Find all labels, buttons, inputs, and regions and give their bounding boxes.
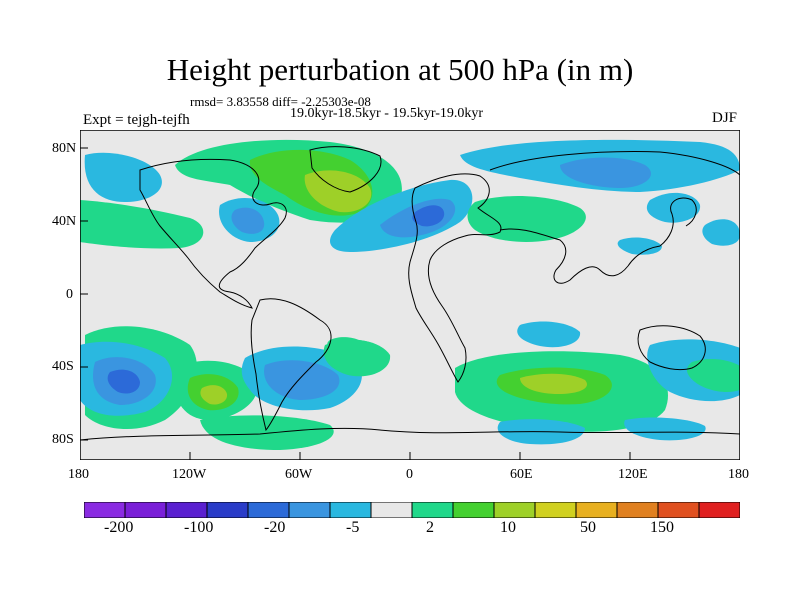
negative-anomaly-region [617,237,662,255]
x-tick-label: 60E [510,467,533,482]
chart-title: Height perturbation at 500 hPa (in m) [166,52,634,87]
negative-anomaly-region [84,152,162,202]
x-tick-label: 120W [172,467,207,482]
experiment-label: Expt = tejgh-tejfh [83,112,190,128]
positive-anomaly-region [200,415,334,450]
colorbar-label: -20 [264,519,286,536]
negative-anomaly-region [231,207,265,234]
x-tick-label: 180 [68,467,89,482]
coastline-south-america [250,298,332,432]
coastline-greenland [309,146,382,193]
colorbar-label: 50 [580,519,596,536]
colorbar-swatch [165,501,208,519]
colorbar-swatch [370,501,413,519]
negative-anomaly-region [107,369,140,394]
negative-anomaly-region [264,360,340,400]
colorbar-swatch [657,501,700,519]
positive-anomaly-region [80,200,204,249]
x-tick-label: 0 [406,467,413,482]
colorbar-swatch [206,501,249,519]
colorbar-label: 2 [426,519,434,536]
coastline-europe-africa [408,173,502,383]
y-tick-label: 40N [52,214,77,229]
map-tick-marks [80,147,631,460]
colorbar-label: -200 [104,519,134,536]
positive-anomaly-region [520,373,587,394]
coastline-australia [637,325,706,371]
colorbar-label: 10 [500,519,516,536]
colorbar-swatch [329,501,372,519]
x-tick-label: 60W [285,467,313,482]
period-text: 19.0kyr-18.5kyr - 19.5kyr-19.0kyr [290,106,484,121]
colorbar-label: 150 [650,519,674,536]
colorbar-swatch [411,501,454,519]
colorbar-swatch [124,501,167,519]
positive-anomaly-region [200,385,228,405]
colorbar-label: -5 [346,519,360,536]
colorbar-swatch [616,501,659,519]
coastline-antarctica [79,427,741,441]
negative-anomaly-region [646,192,701,223]
positive-anomaly-region [467,196,586,242]
season-label: DJF [712,110,738,126]
positive-anomaly-region [327,337,368,355]
y-tick-label: 0 [66,287,73,302]
colorbar-swatch [698,501,741,519]
colorbar-swatch [288,501,331,519]
y-tick-label: 40S [52,359,74,374]
colorbar-swatch [493,501,536,519]
coastlines [79,146,741,441]
y-tick-label: 80S [52,432,74,447]
rmsd-diff-text: rmsd= 3.83558 diff= -2.25303e-08 [190,94,371,109]
y-tick-label: 80N [52,141,77,156]
colorbar-label: -100 [184,519,214,536]
positive-anomaly-region [304,170,372,213]
x-tick-label: 180 [728,467,749,482]
colorbar-swatch [452,501,495,519]
colorbar-swatch [534,501,577,519]
negative-anomaly-region [702,219,740,246]
negative-anomaly-region [560,157,651,188]
colorbar-swatch [83,501,126,519]
colorbar-swatch [575,501,618,519]
negative-anomaly-region [517,321,581,348]
positive-anomaly-region [686,359,740,393]
map-plot [79,129,741,461]
coastline-asia [489,151,741,284]
negative-anomaly-region [624,417,706,441]
coastline-north-america [139,158,287,309]
colorbar-swatch [247,501,290,519]
negative-anomaly-region [412,205,445,227]
colorbar [83,501,741,519]
x-tick-label: 120E [618,467,648,482]
